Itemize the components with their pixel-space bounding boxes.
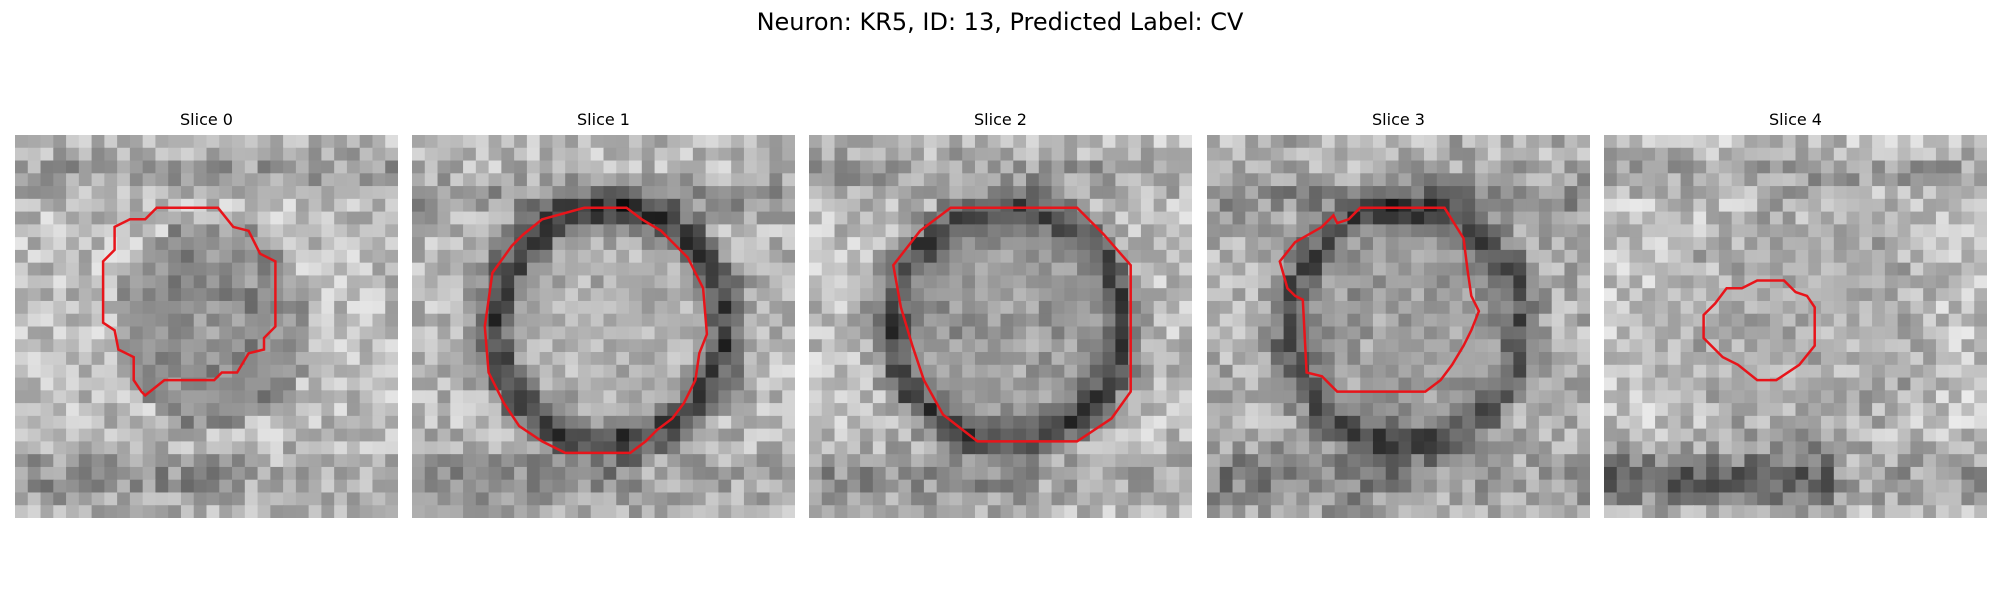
slice-image — [1604, 135, 1987, 518]
slice-title: Slice 2 — [974, 110, 1027, 129]
slice-image — [15, 135, 398, 518]
roi-contour — [483, 206, 709, 455]
slice-title: Slice 4 — [1769, 110, 1822, 129]
slice-image — [412, 135, 795, 518]
slice-title: Slice 1 — [577, 110, 630, 129]
figure-title: Neuron: KR5, ID: 13, Predicted Label: CV — [756, 8, 1244, 36]
roi-contour — [1702, 279, 1816, 382]
roi-contour — [1278, 206, 1481, 393]
roi-contour — [101, 206, 277, 398]
slice-title: Slice 0 — [180, 110, 233, 129]
slice-image — [1207, 135, 1590, 518]
roi-contour — [891, 206, 1132, 443]
slice-title: Slice 3 — [1372, 110, 1425, 129]
slice-image — [809, 135, 1192, 518]
